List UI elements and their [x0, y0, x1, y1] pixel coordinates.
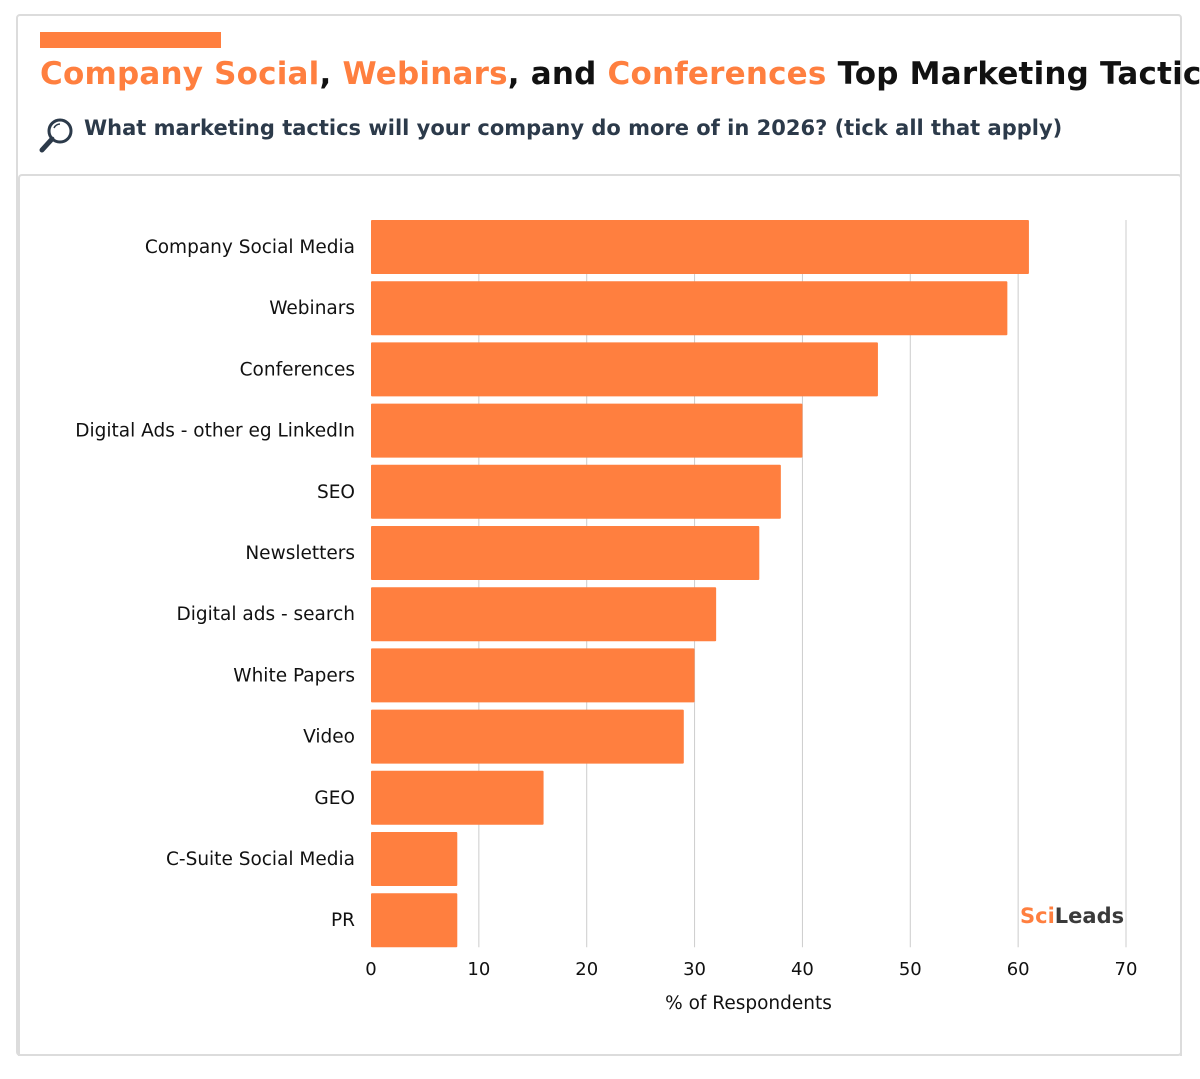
x-tick-label: 30	[683, 959, 706, 980]
chart-panel	[18, 174, 1182, 1056]
chart-subtitle: What marketing tactics will your company…	[84, 116, 1063, 140]
title-rest: Top Marketing Tactics	[826, 56, 1200, 92]
brand-logo: SciLeads	[1020, 904, 1124, 928]
category-label: Video	[303, 727, 355, 748]
title-separator-2: , and	[507, 56, 608, 92]
x-tick-label: 10	[467, 959, 490, 980]
search-icon	[39, 118, 73, 153]
bar	[371, 587, 717, 642]
brand-sci: Sci	[1020, 904, 1055, 928]
category-label: Digital ads - search	[177, 604, 356, 625]
bar	[371, 342, 878, 397]
category-label: PR	[331, 910, 355, 931]
brand-leads: Leads	[1054, 904, 1125, 928]
x-tick-label: 50	[899, 959, 922, 980]
title-highlight-webinars: Webinars	[342, 56, 508, 92]
category-label: SEO	[317, 482, 355, 503]
bar	[371, 648, 695, 703]
category-label: Webinars	[269, 298, 355, 319]
title-highlight-company-social: Company Social	[40, 56, 320, 92]
x-tick-label: 70	[1115, 959, 1138, 980]
x-tick-label: 20	[575, 959, 598, 980]
bar	[371, 220, 1029, 274]
category-label: Newsletters	[245, 543, 355, 564]
category-label: Digital Ads - other eg LinkedIn	[75, 421, 355, 442]
bar	[371, 832, 458, 886]
bar	[371, 709, 684, 764]
chart-title: Company Social, Webinars, and Conference…	[40, 56, 1200, 92]
bar	[371, 464, 781, 519]
bar	[371, 770, 544, 825]
bar	[371, 893, 458, 948]
accent-bar	[40, 32, 221, 48]
bar	[371, 403, 803, 458]
title-separator-1: ,	[319, 56, 343, 92]
bar	[371, 281, 1008, 336]
x-axis-title: % of Respondents	[665, 993, 832, 1014]
x-tick-label: 0	[365, 959, 376, 980]
category-label: White Papers	[233, 665, 355, 686]
category-label: Company Social Media	[145, 237, 355, 258]
x-tick-label: 40	[791, 959, 814, 980]
category-label: C-Suite Social Media	[166, 849, 355, 870]
title-highlight-conferences: Conferences	[607, 56, 827, 92]
x-tick-label: 60	[1007, 959, 1030, 980]
category-label: GEO	[314, 788, 355, 809]
bar	[371, 526, 760, 580]
category-label: Conferences	[240, 359, 355, 380]
